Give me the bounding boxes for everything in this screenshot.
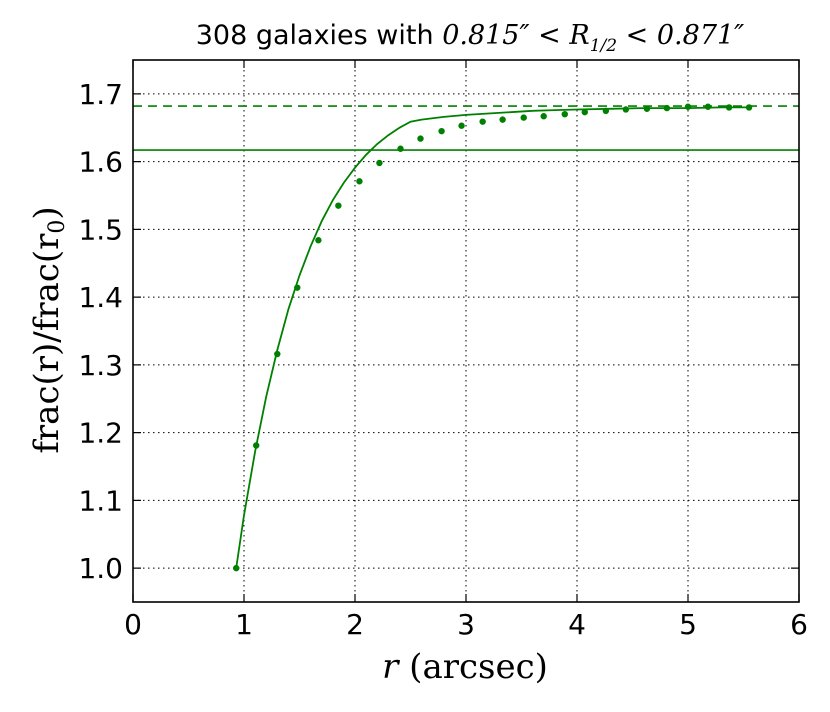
ticks [132,60,800,602]
x-tick-label: 0 [124,608,142,641]
y-tick-label: 1.0 [78,552,123,585]
x-axis-label: r (arcsec) [382,647,548,687]
fit-curve [235,106,749,569]
data-point [233,564,240,572]
y-tick-label: 1.1 [78,484,123,517]
y-tick-label: 1.3 [78,349,123,382]
title-prefix: 308 galaxies with [196,20,442,51]
data-point [376,159,383,167]
title-upper: 0.871″ [657,20,744,51]
data-point [397,145,404,152]
title-var-sub: 1/2 [590,36,617,56]
data-point [725,104,733,111]
data-point [663,104,671,112]
data-point [561,111,568,118]
data-point [499,116,506,123]
x-tick-label: 6 [790,608,808,641]
data-point [417,135,424,142]
y-tick-label: 1.4 [78,281,123,314]
data-point [253,442,260,449]
data-point [581,108,588,116]
data-point [356,178,363,185]
chart-title: 308 galaxies with 0.815″ < R1/2 < 0.871″ [196,20,745,56]
data-point [684,103,692,110]
title-lower: 0.815″ [442,20,529,51]
x-axis-unit: (arcsec) [398,647,548,687]
y-axis-text: frac(r)/frac(r [27,233,67,454]
y-axis-close: ) [27,206,67,219]
data-point [602,107,610,115]
data-point [274,350,281,358]
data-point [479,118,486,125]
x-tick-label: 3 [457,608,475,641]
data-point [622,106,630,113]
data-point [643,105,651,112]
x-tick-label: 4 [568,608,586,641]
title-var: R [568,20,589,51]
title-lt-2: < [617,20,657,51]
y-axis-label: frac(r)/frac(r0) [27,206,70,453]
y-tick-label: 1.5 [78,213,123,246]
data-point [540,113,547,120]
y-axis-sub: 0 [45,220,70,234]
data-point [704,103,712,110]
series [233,103,753,572]
data-point [335,202,342,209]
reference-lines [133,105,799,151]
y-tick-label: 1.6 [78,146,123,179]
data-point [745,104,753,111]
grid [133,60,799,602]
data-point [315,237,322,244]
y-tick-label: 1.7 [78,78,123,111]
x-tick-label: 1 [235,608,253,641]
x-tick-label: 2 [346,608,364,641]
y-tick-label: 1.2 [78,417,123,450]
x-tick-label: 5 [679,608,697,641]
data-point [520,114,527,121]
data-point [458,122,465,129]
data-point [294,284,301,291]
tick-labels: 0 1 2 3 4 5 6 1.0 1.1 1.2 1.3 1.4 1.5 1.6 1.7 [78,78,807,641]
x-axis-var: r [382,647,400,687]
data-point [438,127,445,135]
title-lt-1: < [530,20,570,51]
